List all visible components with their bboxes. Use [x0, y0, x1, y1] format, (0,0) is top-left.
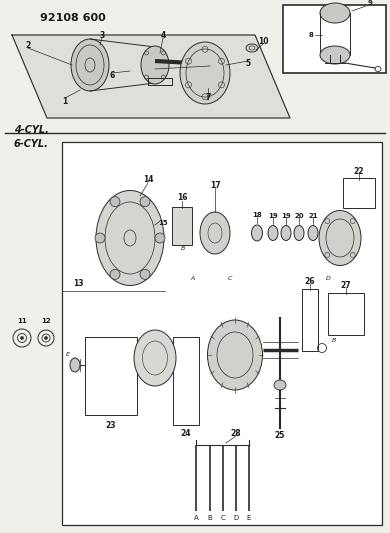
Text: C: C [221, 515, 225, 521]
Text: 7: 7 [205, 93, 211, 102]
Bar [172, 207, 192, 245]
Bar [328, 293, 364, 335]
Ellipse shape [180, 42, 230, 104]
Bar [173, 337, 199, 425]
Text: 23: 23 [106, 421, 116, 430]
Text: 10: 10 [258, 36, 268, 45]
Ellipse shape [320, 3, 350, 23]
Ellipse shape [21, 336, 23, 340]
Ellipse shape [155, 233, 165, 243]
Ellipse shape [140, 269, 150, 279]
Ellipse shape [294, 225, 304, 240]
Text: 20: 20 [294, 213, 304, 219]
Text: 6-CYL.: 6-CYL. [14, 139, 49, 149]
Text: 11: 11 [17, 318, 27, 324]
Text: 12: 12 [41, 318, 51, 324]
Text: 21: 21 [308, 213, 318, 219]
Text: E: E [66, 352, 70, 358]
Text: 26: 26 [305, 277, 315, 286]
Ellipse shape [308, 225, 318, 240]
Text: A: A [190, 276, 194, 280]
Text: 19: 19 [268, 213, 278, 219]
Text: 5: 5 [245, 59, 250, 68]
Ellipse shape [140, 197, 150, 207]
Ellipse shape [252, 225, 262, 241]
Ellipse shape [200, 212, 230, 254]
Bar [343, 178, 375, 208]
Text: 28: 28 [231, 429, 241, 438]
Ellipse shape [70, 358, 80, 372]
Text: 2: 2 [25, 41, 31, 50]
Ellipse shape [110, 197, 120, 207]
Text: 9: 9 [367, 0, 372, 6]
Text: 18: 18 [252, 212, 262, 218]
Text: 6: 6 [109, 70, 115, 79]
Text: 3: 3 [99, 30, 105, 39]
Bar [283, 5, 386, 73]
Text: 15: 15 [158, 220, 168, 226]
Text: 1: 1 [62, 96, 67, 106]
Ellipse shape [268, 225, 278, 240]
Ellipse shape [319, 211, 361, 265]
Text: B: B [207, 515, 213, 521]
Text: C: C [228, 276, 232, 280]
Bar [62, 142, 382, 525]
Text: 24: 24 [181, 429, 191, 438]
Ellipse shape [207, 320, 262, 390]
Text: 17: 17 [210, 181, 220, 190]
Ellipse shape [110, 269, 120, 279]
Text: 4: 4 [160, 30, 166, 39]
Text: 19: 19 [281, 213, 291, 219]
Text: 14: 14 [143, 175, 153, 184]
Bar [85, 337, 137, 415]
Text: 4-CYL.: 4-CYL. [14, 125, 49, 135]
Text: 92108 600: 92108 600 [40, 13, 106, 23]
Text: A: A [193, 515, 199, 521]
Bar [302, 289, 318, 351]
Text: B: B [181, 246, 185, 251]
Text: E: E [247, 515, 251, 521]
Text: 16: 16 [177, 193, 187, 203]
Text: 8: 8 [308, 32, 314, 38]
Ellipse shape [44, 336, 48, 340]
Ellipse shape [95, 233, 105, 243]
Ellipse shape [134, 330, 176, 386]
Ellipse shape [274, 380, 286, 390]
Ellipse shape [320, 46, 350, 64]
Ellipse shape [96, 190, 164, 286]
Text: 13: 13 [73, 279, 83, 287]
Text: D: D [326, 276, 330, 280]
Ellipse shape [141, 46, 169, 84]
Text: 27: 27 [341, 280, 351, 289]
Text: B: B [332, 337, 336, 343]
Text: D: D [233, 515, 239, 521]
Ellipse shape [281, 225, 291, 240]
Text: 25: 25 [275, 432, 285, 440]
Ellipse shape [71, 39, 109, 91]
Polygon shape [12, 35, 290, 118]
Text: 22: 22 [354, 166, 364, 175]
